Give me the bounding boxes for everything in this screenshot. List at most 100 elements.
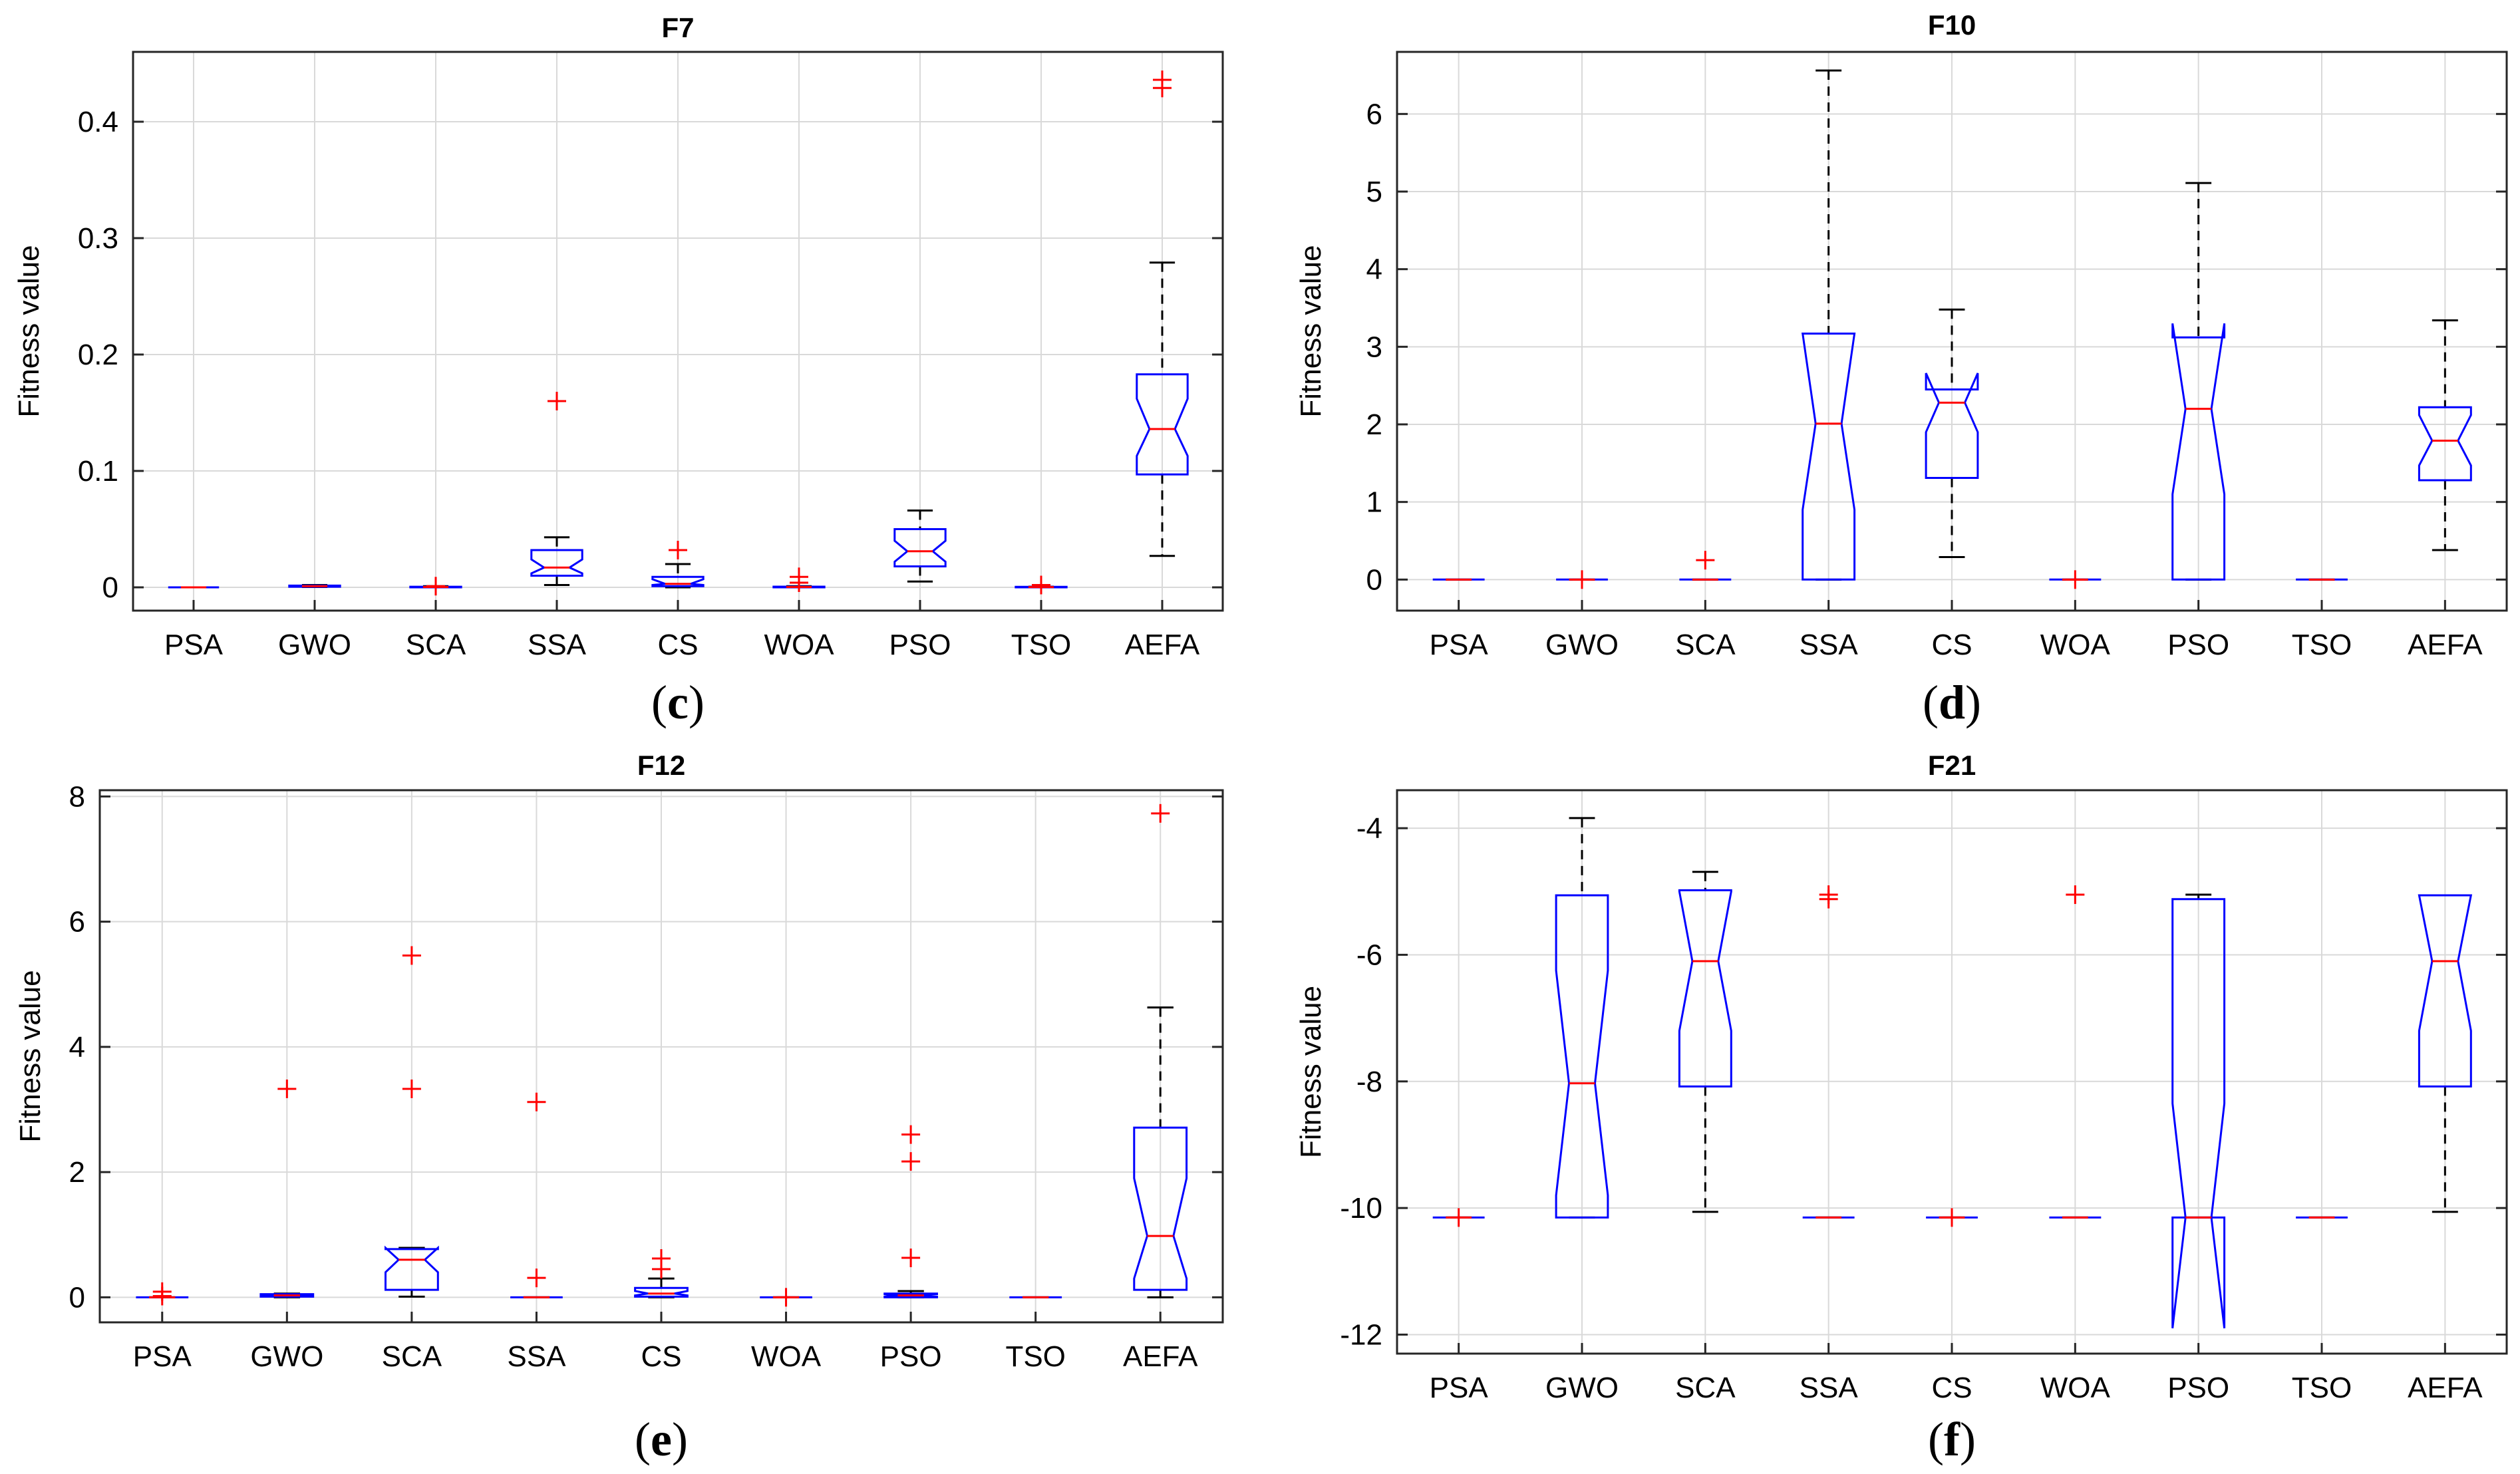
box-aefa	[1136, 71, 1189, 557]
box-aefa	[1133, 804, 1188, 1298]
outlier-marker	[652, 1249, 671, 1268]
box-aefa	[2418, 894, 2473, 1213]
x-tick-label: SSA	[1800, 629, 1859, 661]
box-body	[1925, 372, 1979, 479]
box-sca	[409, 577, 462, 596]
box-body	[385, 1245, 439, 1291]
box-woa	[772, 567, 826, 592]
x-tick-label: SSA	[507, 1340, 566, 1373]
y-tick-label: 2	[69, 1156, 85, 1189]
outlier-marker	[548, 392, 566, 410]
x-tick-label: SCA	[382, 1340, 442, 1373]
y-tick-label: 3	[1366, 331, 1382, 363]
outlier-marker	[1819, 889, 1838, 909]
box-pso	[883, 1125, 938, 1298]
chart-panel-f: -12 -10 -8 -6 -4 PSA GWO SCA SSA CS WOA PSO TSO AEFA F…	[1295, 750, 2508, 1466]
x-tick-label: CS	[1931, 1372, 1972, 1404]
outlier-marker	[402, 946, 421, 965]
x-tick-label: CS	[641, 1340, 681, 1373]
x-tick-label: GWO	[250, 1340, 323, 1373]
y-tick-label: 4	[69, 1031, 85, 1064]
box-body	[2418, 406, 2472, 482]
box-body	[893, 528, 947, 567]
chart-title: F10	[1928, 9, 1976, 41]
x-tick-label: AEFA	[2408, 1372, 2483, 1404]
box-sca	[385, 946, 439, 1298]
x-tick-label: TSO	[2292, 629, 2352, 661]
box-psa	[1432, 1208, 1485, 1227]
y-axis-label: Fitness value	[1295, 245, 1327, 417]
y-axis-label: Fitness value	[1295, 986, 1327, 1158]
x-tick-label: PSA	[1430, 1372, 1489, 1404]
y-tick-label: 0.3	[78, 222, 118, 255]
y-tick-label: 8	[69, 780, 85, 813]
x-tick-label: PSA	[133, 1340, 192, 1373]
y-axis-label: Fitness value	[14, 970, 47, 1142]
chart-panel-e: 0 2 4 6 8 PSA GWO SCA SSA CS WOA PSO TSO AEFA F12 Fitne…	[14, 750, 1224, 1466]
box-body	[1136, 373, 1189, 476]
caption-close-paren: )	[1965, 676, 1981, 729]
x-tick-label: SSA	[528, 629, 587, 661]
box-gwo	[259, 1079, 315, 1298]
y-tick-label: 0	[1366, 563, 1382, 596]
x-tick-label: PSO	[2167, 1372, 2229, 1404]
outlier-marker	[2066, 885, 2085, 905]
x-tick-label: PSO	[880, 1340, 942, 1373]
y-tick-label: 0.2	[78, 339, 118, 371]
outlier-marker	[1032, 575, 1050, 595]
box-woa	[2049, 885, 2102, 1219]
box-body	[1801, 333, 1856, 581]
y-tick-label: 4	[1366, 253, 1382, 286]
x-tick-label: AEFA	[1123, 1340, 1198, 1373]
box-gwo	[288, 584, 341, 588]
x-tick-label: WOA	[764, 629, 834, 661]
outlier-marker	[1151, 804, 1170, 823]
outlier-marker	[669, 541, 687, 559]
box-aefa	[2418, 319, 2472, 551]
caption-open-paren: (	[635, 1413, 651, 1466]
chart-title: F7	[661, 12, 694, 43]
y-tick-label: 0.4	[78, 106, 118, 138]
box-woa	[2049, 570, 2102, 589]
x-tick-label: GWO	[278, 629, 351, 661]
x-tick-label: GWO	[1545, 629, 1619, 661]
outlier-marker	[1573, 570, 1591, 589]
x-tick-label: CS	[1931, 629, 1972, 661]
box-cs	[651, 541, 705, 589]
outlier-marker	[527, 1268, 546, 1288]
y-tick-label: 2	[1366, 408, 1382, 441]
caption-open-paren: (	[1928, 1413, 1944, 1466]
x-tick-label: PSA	[164, 629, 224, 661]
x-tick-label: WOA	[751, 1340, 822, 1373]
y-tick-label: -4	[1356, 812, 1382, 845]
chart-title: F12	[637, 750, 685, 781]
box-body	[634, 1286, 689, 1298]
box-body	[259, 1293, 315, 1298]
box-pso	[2171, 182, 2226, 581]
box-body	[651, 575, 705, 587]
x-tick-label: WOA	[2040, 629, 2111, 661]
y-tick-label: 6	[1366, 98, 1382, 130]
box-ssa	[1802, 885, 1855, 1219]
x-tick-label: PSO	[2167, 629, 2229, 661]
x-tick-label: TSO	[1011, 629, 1071, 661]
x-tick-label: TSO	[1005, 1340, 1065, 1373]
y-tick-label: 5	[1366, 176, 1382, 208]
y-axis-label: Fitness value	[13, 245, 45, 417]
x-tick-label: TSO	[2292, 1372, 2352, 1404]
y-tick-label: 0	[69, 1281, 85, 1314]
x-tick-label: SCA	[406, 629, 466, 661]
caption-letter: c	[667, 676, 689, 729]
outlier-marker	[776, 1288, 796, 1307]
caption-close-paren: )	[672, 1413, 688, 1466]
outlier-marker	[1449, 1208, 1468, 1227]
box-pso	[2171, 893, 2226, 1329]
outlier-marker	[901, 1152, 921, 1171]
outlier-marker	[426, 577, 445, 596]
x-tick-label: AEFA	[1125, 629, 1200, 661]
y-tick-label: 1	[1366, 486, 1382, 519]
outlier-marker	[1153, 71, 1172, 89]
caption-close-paren: )	[1960, 1413, 1976, 1466]
outlier-marker	[1696, 551, 1715, 570]
